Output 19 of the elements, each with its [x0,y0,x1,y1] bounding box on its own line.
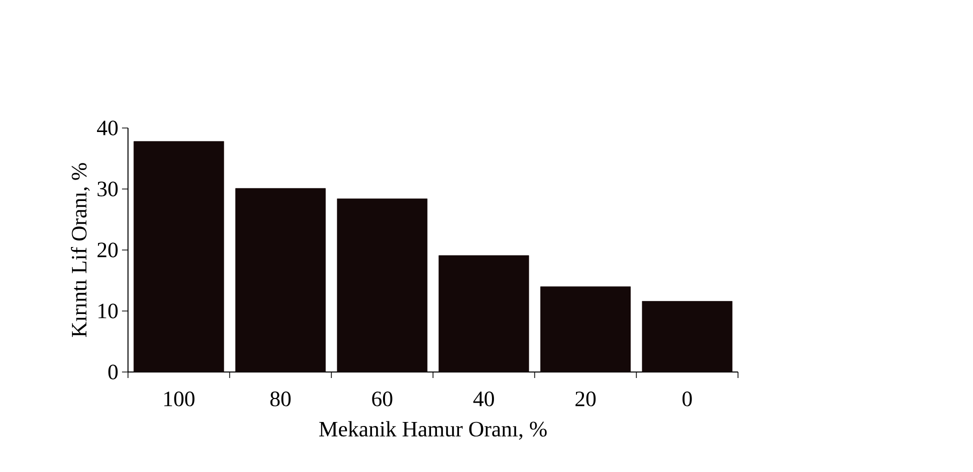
x-tick-label: 20 [576,392,596,406]
y-tick-label: 40 [96,120,118,136]
bar [540,286,631,372]
x-tick-label: 60 [372,392,392,406]
x-tick-label: 40 [473,392,494,406]
bar [134,141,224,372]
bar [235,188,326,372]
bar [438,255,530,372]
x-tick-label: 80 [270,392,291,406]
x-axis-title: Mekanik Hamur Oranı, % [319,421,547,440]
y-axis-title: Kırıntı Lif Oranı, % [70,163,90,338]
bar [642,301,732,372]
y-tick-label: 20 [98,242,118,258]
y-tick-label: 10 [98,304,118,318]
bar [336,198,428,372]
y-tick-label: 0 [108,364,118,380]
x-tick-label: 0 [682,392,692,406]
y-tick-label: 30 [98,182,118,196]
x-tick-label: 100 [164,392,194,406]
